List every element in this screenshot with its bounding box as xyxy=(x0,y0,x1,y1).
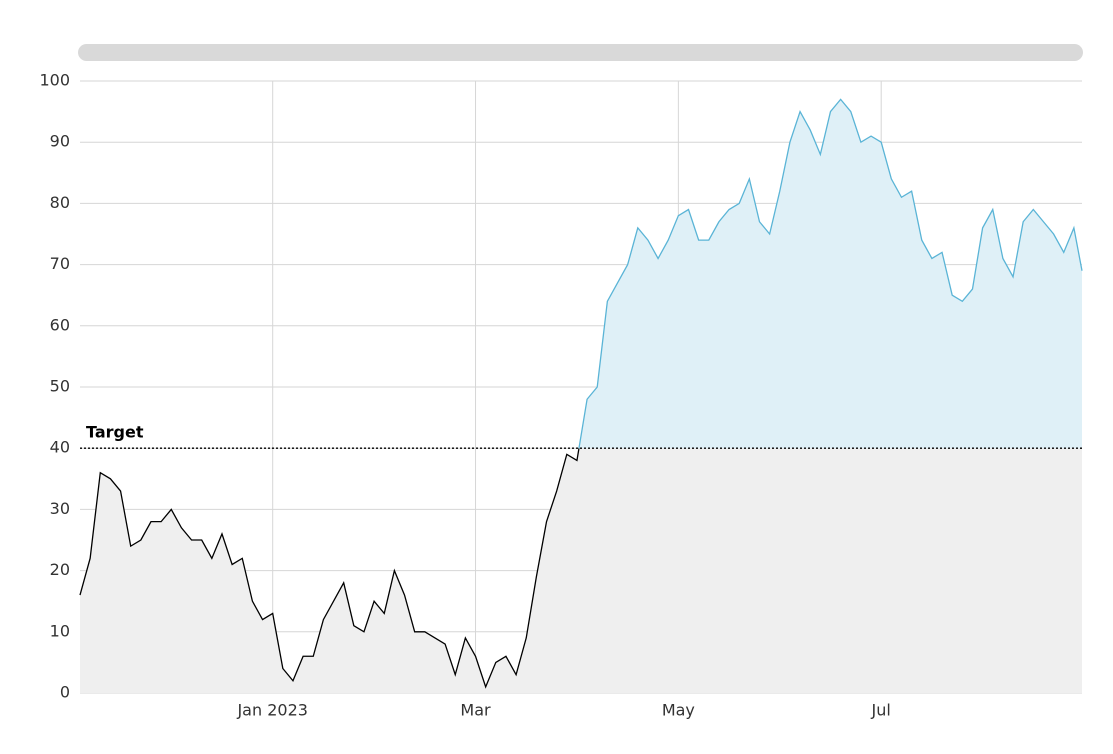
y-tick-label: 10 xyxy=(50,621,70,640)
area-below xyxy=(80,448,1082,693)
y-tick-label: 90 xyxy=(50,132,70,151)
area-above xyxy=(578,99,1082,449)
y-tick-label: 60 xyxy=(50,315,70,334)
y-tick-label: 70 xyxy=(50,254,70,273)
line-below xyxy=(79,448,580,689)
x-tick-label: Mar xyxy=(460,701,491,720)
x-tick-label: Jul xyxy=(871,701,891,720)
y-tick-label: 40 xyxy=(50,438,70,457)
x-tick-label: May xyxy=(662,701,695,720)
threshold-label: Target xyxy=(86,423,144,442)
y-tick-label: 30 xyxy=(50,499,70,518)
y-tick-label: 0 xyxy=(60,683,70,702)
line-above xyxy=(578,98,1083,449)
y-tick-label: 100 xyxy=(39,71,70,90)
y-tick-label: 80 xyxy=(50,193,70,212)
scrollbar[interactable] xyxy=(78,44,1083,61)
x-tick-label: Jan 2023 xyxy=(236,701,307,720)
y-tick-label: 20 xyxy=(50,560,70,579)
y-tick-label: 50 xyxy=(50,377,70,396)
